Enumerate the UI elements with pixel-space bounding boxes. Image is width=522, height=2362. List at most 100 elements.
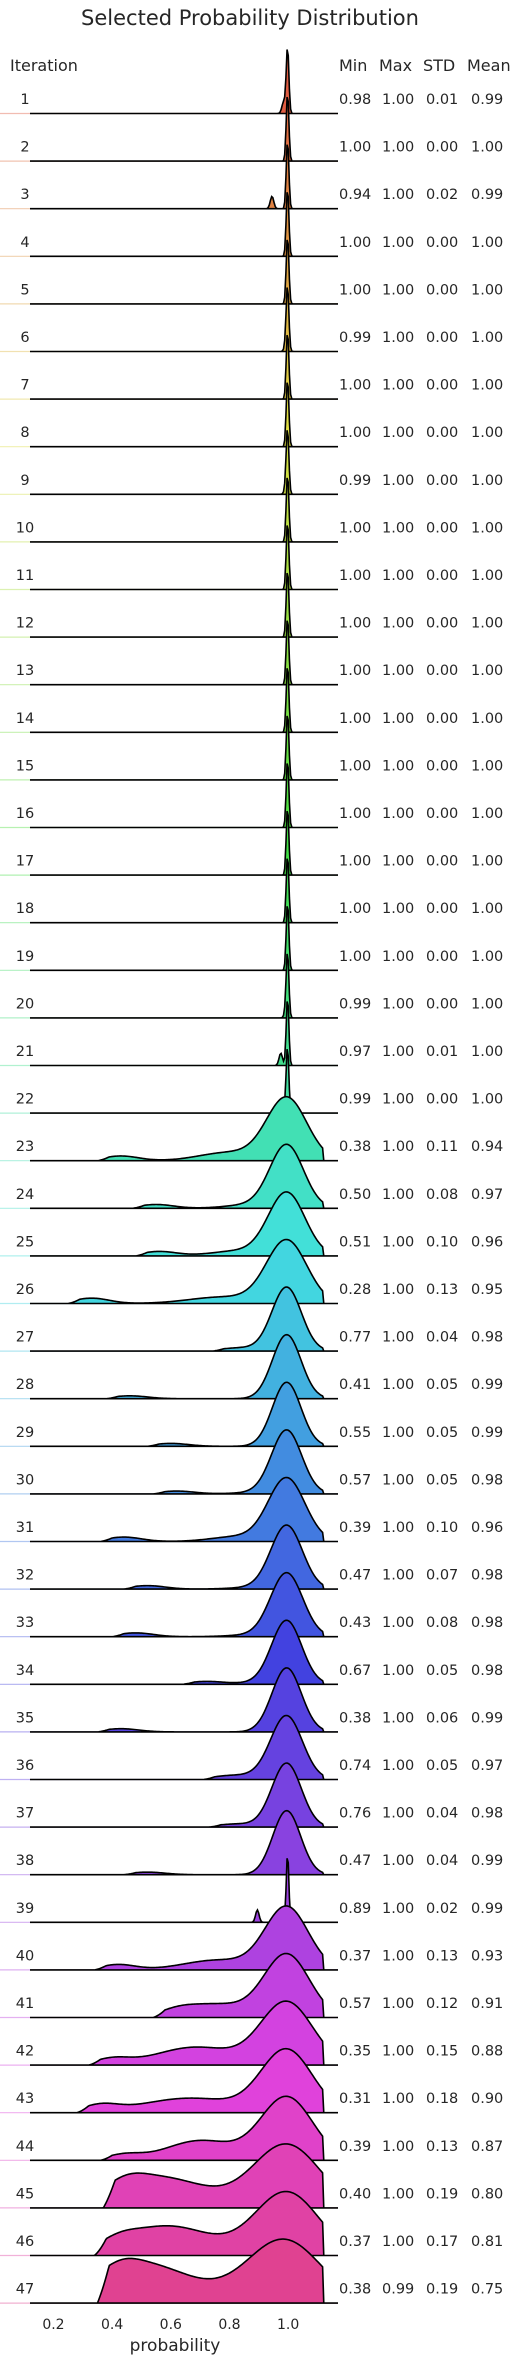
mean-value: 0.98 xyxy=(471,1806,503,1822)
max-value: 1.00 xyxy=(382,282,414,298)
mean-value: 0.99 xyxy=(471,1853,503,1869)
std-value: 0.00 xyxy=(426,473,458,489)
ridge-row: 3 0.94 1.00 0.02 0.99 xyxy=(0,144,503,210)
max-value: 1.00 xyxy=(382,330,414,346)
max-value: 1.00 xyxy=(382,1139,414,1155)
mean-value: 0.99 xyxy=(471,1710,503,1726)
min-value: 0.28 xyxy=(339,1282,371,1298)
std-value: 0.04 xyxy=(426,1330,458,1346)
density-curve xyxy=(30,1429,338,1495)
max-value: 1.00 xyxy=(382,1568,414,1584)
density-curve xyxy=(30,810,338,876)
std-value: 0.01 xyxy=(426,1044,458,1060)
iteration-label: 12 xyxy=(16,616,34,632)
min-value: 0.38 xyxy=(339,2282,371,2298)
density-curve xyxy=(30,1191,338,1257)
density-curve xyxy=(30,1143,338,1210)
std-value: 0.00 xyxy=(426,330,458,346)
std-value: 0.00 xyxy=(426,140,458,156)
std-value: 0.00 xyxy=(426,282,458,298)
ridge-row: 35 0.38 1.00 0.06 0.99 xyxy=(0,1667,503,1733)
ridge-row: 44 0.39 1.00 0.13 0.87 xyxy=(0,2095,503,2162)
iteration-label: 31 xyxy=(16,1520,34,1536)
std-value: 0.00 xyxy=(426,758,458,774)
min-value: 0.38 xyxy=(339,1710,371,1726)
mean-value: 1.00 xyxy=(471,1044,503,1060)
std-value: 0.11 xyxy=(426,1139,458,1155)
iteration-label: 27 xyxy=(16,1330,34,1346)
density-curve xyxy=(30,1238,338,1305)
max-value: 1.00 xyxy=(382,92,414,108)
min-value: 0.50 xyxy=(339,1187,371,1203)
std-value: 0.00 xyxy=(426,568,458,584)
ridge-row: 8 1.00 1.00 0.00 1.00 xyxy=(0,382,503,448)
mean-value: 0.75 xyxy=(471,2282,503,2298)
max-value: 1.00 xyxy=(382,1901,414,1917)
max-value: 1.00 xyxy=(382,616,414,632)
iteration-label: 22 xyxy=(16,1092,34,1108)
min-value: 1.00 xyxy=(339,425,371,441)
iteration-label: 39 xyxy=(16,1901,34,1917)
std-value: 0.00 xyxy=(426,996,458,1012)
ridge-row: 28 0.41 1.00 0.05 0.99 xyxy=(0,1333,503,1400)
mean-value: 0.98 xyxy=(471,1330,503,1346)
min-value: 1.00 xyxy=(339,140,371,156)
x-tick-label: 0.2 xyxy=(42,2317,64,2333)
iteration-label: 40 xyxy=(16,1948,34,1964)
density-curve xyxy=(30,2047,338,2114)
iteration-label: 29 xyxy=(16,1425,34,1441)
max-value: 1.00 xyxy=(382,1282,414,1298)
density-curve xyxy=(30,1524,338,1590)
min-value: 0.47 xyxy=(339,1568,371,1584)
std-value: 0.00 xyxy=(426,616,458,632)
max-value: 1.00 xyxy=(382,1948,414,1964)
std-value: 0.05 xyxy=(426,1425,458,1441)
min-value: 1.00 xyxy=(339,854,371,870)
iteration-label: 9 xyxy=(20,473,29,489)
x-tick-label: 0.4 xyxy=(101,2317,123,2333)
x-axis-label: probability xyxy=(130,2336,221,2356)
header-iteration: Iteration xyxy=(10,56,78,75)
max-value: 1.00 xyxy=(382,2139,414,2155)
density-curve xyxy=(30,2000,338,2066)
density-curve xyxy=(30,334,338,400)
iteration-label: 32 xyxy=(16,1568,34,1584)
density-curve xyxy=(30,1286,338,1352)
std-value: 0.13 xyxy=(426,1948,458,1964)
min-value: 1.00 xyxy=(339,282,371,298)
min-value: 1.00 xyxy=(339,949,371,965)
density-curve xyxy=(30,2190,338,2257)
iteration-label: 43 xyxy=(16,2091,34,2107)
ridge-row: 20 0.99 1.00 0.00 1.00 xyxy=(0,953,503,1019)
ridge-row: 4 1.00 1.00 0.00 1.00 xyxy=(0,192,503,258)
mean-value: 1.00 xyxy=(471,568,503,584)
mean-value: 1.00 xyxy=(471,996,503,1012)
iteration-label: 46 xyxy=(16,2234,34,2250)
ridge-row: 30 0.57 1.00 0.05 0.98 xyxy=(0,1429,503,1495)
mean-value: 0.98 xyxy=(471,1615,503,1631)
density-curve xyxy=(30,1381,338,1448)
max-value: 1.00 xyxy=(382,949,414,965)
iteration-label: 24 xyxy=(16,1187,34,1203)
iteration-label: 34 xyxy=(16,1663,34,1679)
ridge-row: 42 0.35 1.00 0.15 0.88 xyxy=(0,2000,503,2066)
iteration-label: 23 xyxy=(16,1139,34,1155)
ridge-row: 11 1.00 1.00 0.00 1.00 xyxy=(0,525,503,591)
iteration-label: 45 xyxy=(16,2186,34,2202)
density-curve xyxy=(30,858,338,924)
iteration-label: 19 xyxy=(16,949,34,965)
density-curve xyxy=(30,1476,338,1543)
std-value: 0.00 xyxy=(426,520,458,536)
density-curve xyxy=(30,953,338,1019)
max-value: 1.00 xyxy=(382,568,414,584)
iteration-label: 28 xyxy=(16,1377,34,1393)
mean-value: 0.91 xyxy=(471,1996,503,2012)
std-value: 0.00 xyxy=(426,235,458,251)
std-value: 0.08 xyxy=(426,1615,458,1631)
mean-value: 0.99 xyxy=(471,1425,503,1441)
max-value: 1.00 xyxy=(382,378,414,394)
max-value: 0.99 xyxy=(382,2282,414,2298)
std-value: 0.10 xyxy=(426,1520,458,1536)
ridge-row: 37 0.76 1.00 0.04 0.98 xyxy=(0,1762,503,1828)
mean-value: 1.00 xyxy=(471,235,503,251)
